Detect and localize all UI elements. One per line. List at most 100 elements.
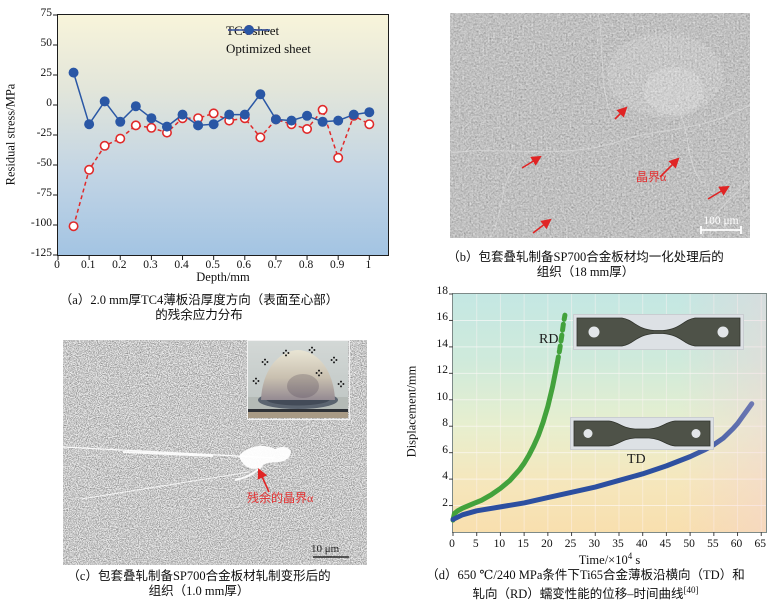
annotation-arrow: [614, 106, 628, 120]
rd-specimen-photo: [574, 315, 743, 349]
x-tick-label: 0.3: [143, 259, 158, 271]
data-point: [255, 132, 266, 143]
y-tick-label: -25: [36, 127, 52, 139]
data-point: [348, 109, 359, 120]
y-tick-label: 14: [436, 337, 449, 350]
x-tick-label: 10: [493, 538, 506, 550]
data-point: [177, 109, 188, 120]
x-tick-label: 55: [707, 538, 719, 550]
caption-line: 组织（1.0 mm厚）: [148, 583, 250, 598]
data-point: [364, 119, 375, 130]
residual-stress-plot-area: TC4 sheet Optimized sheet: [53, 14, 389, 260]
data-point: [364, 107, 375, 118]
annotation-arrows: [521, 106, 730, 234]
legend-marker: [228, 25, 270, 35]
y-axis-title: Displacement/mm: [404, 365, 419, 458]
caption-line: 组织（18 mm厚）: [536, 264, 635, 279]
x-tick-label: 0: [449, 538, 455, 550]
x-tick-label: 45: [659, 538, 672, 550]
y-tick-label: 50: [40, 37, 53, 49]
data-point: [115, 116, 126, 127]
y-tick-label: 4: [442, 470, 448, 483]
y-tick-label: 6: [442, 443, 448, 456]
data-point: [302, 124, 313, 135]
x-tick-label: 35: [612, 538, 624, 550]
chart-legend: TC4 sheet Optimized sheet: [226, 23, 311, 57]
data-point: [255, 89, 266, 100]
x-tick-label: 0.1: [80, 259, 96, 271]
caption-line: （a）2.0 mm厚TC4薄板沿厚度方向（表面至心部）: [59, 293, 339, 307]
series-line: [72, 108, 370, 227]
data-point: [146, 113, 157, 124]
panel-c-caption: （c）包套叠轧制备SP700合金板材轧制变形后的 组织（1.0 mm厚）: [8, 569, 390, 598]
x-tick-label: 0.9: [330, 259, 345, 271]
x-tick-label: 0.6: [236, 259, 251, 271]
panel-b-caption: （b）包套叠轧制备SP700合金板材均一化处理后的 组织（18 mm厚）: [405, 250, 766, 279]
y-tick-label: 10: [436, 390, 449, 403]
caption-line: （c）包套叠轧制备SP700合金板材轧制变形后的: [67, 569, 331, 583]
data-point: [302, 110, 313, 121]
caption-line: （d）650 ℃/240 MPa条件下Ti65合金薄板沿横向（TD）和: [426, 568, 745, 582]
y-tick-label: 0: [46, 97, 52, 109]
y-tick-label: 12: [436, 364, 449, 377]
x-axis-title: Time/×104 s: [578, 551, 641, 568]
residual-stress-series-canvas: [53, 14, 375, 260]
data-point: [130, 101, 141, 112]
caption-line: 的残余应力分布: [155, 307, 243, 322]
data-point: [270, 114, 281, 125]
y-tick-label: -75: [36, 187, 52, 199]
annotation-arrow: [521, 155, 542, 169]
tensile-specimen-td: [573, 420, 711, 447]
residual-alpha-feature: [239, 445, 291, 469]
data-point: [115, 133, 126, 144]
y-tick-label: -50: [36, 157, 52, 169]
scale-bar-label: 100 μm: [703, 215, 738, 227]
x-tick-label: 20: [541, 538, 553, 550]
x-tick-label: 0.5: [205, 259, 220, 271]
formed-dome: [261, 350, 335, 400]
formed-dome-photo-inset: [247, 340, 350, 420]
x-tick-label: 40: [635, 538, 648, 550]
x-tick-label: 5: [472, 538, 479, 550]
panel-d-creep-chart: RD TD Displacement/mm Time/×104 s （d）650…: [400, 285, 771, 609]
data-point: [333, 152, 344, 163]
data-point: [84, 164, 95, 175]
dome-photo-canvas: [248, 341, 348, 418]
data-point: [208, 108, 219, 119]
data-point: [130, 120, 141, 131]
data-point: [317, 104, 328, 115]
micrograph-canvas: 晶界α 100 μm: [449, 12, 751, 239]
annotation-arrow: [707, 185, 730, 200]
data-point: [333, 115, 344, 126]
y-tick-label: -125: [30, 247, 52, 259]
caption-line: 轧向（RD）蠕变性能的位移–时间曲线[40]: [472, 584, 699, 601]
y-tick-label: 25: [40, 67, 53, 79]
x-tick-label: 0.2: [112, 259, 127, 271]
registration-marks: [252, 346, 345, 388]
x-tick-label: 0.8: [298, 259, 314, 271]
td-specimen-photo: [571, 418, 713, 449]
panel-a-caption: （a）2.0 mm厚TC4薄板沿厚度方向（表面至心部） 的残余应力分布: [4, 293, 394, 322]
scale-bar-label: 10 μm: [311, 543, 340, 555]
y-tick-label: 16: [436, 311, 449, 324]
creep-plot-area: RD TD: [449, 293, 767, 536]
data-point: [286, 115, 297, 126]
x-tick-label: 60: [730, 538, 743, 550]
rd-curve-label: RD: [539, 332, 559, 347]
data-point: [239, 109, 250, 120]
creep-series-canvas: [449, 293, 766, 536]
data-point: [99, 96, 110, 107]
data-point: [68, 67, 79, 78]
x-tick-label: 0.7: [267, 259, 283, 271]
grain-boundary-alpha-label: 晶界α: [636, 170, 667, 184]
residual-grain-boundary-alpha-label: 残余的晶界α: [247, 490, 314, 505]
y-tick-label: -100: [30, 217, 52, 229]
y-tick-label: 2: [442, 496, 448, 509]
x-axis-title: Depth/mm: [196, 270, 250, 284]
data-point: [193, 120, 204, 131]
y-tick-label: 75: [40, 7, 53, 19]
panel-d-caption: （d）650 ℃/240 MPa条件下Ti65合金薄板沿横向（TD）和 轧向（R…: [400, 568, 771, 601]
data-point: [317, 116, 328, 127]
y-tick-label: 18: [436, 285, 449, 297]
grain-texture: [450, 13, 750, 238]
